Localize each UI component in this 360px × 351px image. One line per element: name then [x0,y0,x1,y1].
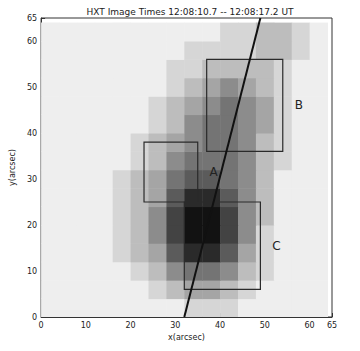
svg-text:0: 0 [32,313,37,322]
svg-text:20: 20 [125,321,135,330]
svg-text:0: 0 [39,321,44,330]
svg-text:65: 65 [27,14,37,23]
svg-text:x(arcsec): x(arcsec) [168,333,205,342]
svg-text:65: 65 [327,321,337,330]
svg-text:60: 60 [305,321,315,330]
svg-text:50: 50 [260,321,270,330]
svg-text:40: 40 [27,129,37,138]
svg-text:60: 60 [27,37,37,46]
svg-text:40: 40 [215,321,225,330]
svg-text:50: 50 [27,83,37,92]
svg-text:C: C [272,239,280,253]
svg-text:A: A [210,165,219,179]
svg-text:10: 10 [27,267,37,276]
svg-text:HXT Image Times 12:08:10.7 --: HXT Image Times 12:08:10.7 -- 12:08:17.2… [87,7,294,17]
svg-text:y(arcsec): y(arcsec) [8,149,17,186]
svg-text:30: 30 [170,321,180,330]
svg-text:10: 10 [81,321,91,330]
svg-text:B: B [295,98,303,112]
svg-text:30: 30 [27,175,37,184]
svg-text:20: 20 [27,221,37,230]
